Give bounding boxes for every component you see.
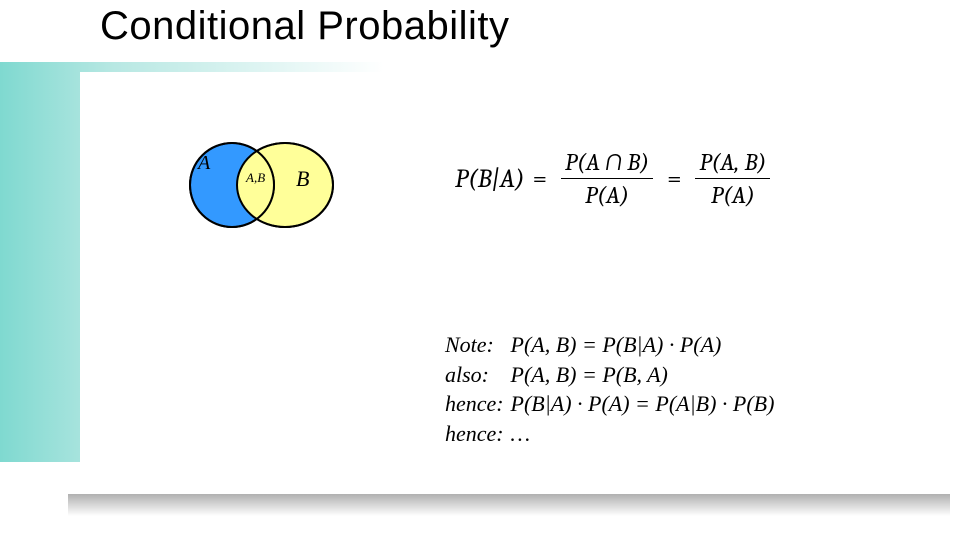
note3-body: P(B|A) · P(A) = P(A|B) · P(B) xyxy=(511,391,775,416)
venn-label-ab: A,B xyxy=(246,170,265,186)
frac1-den: P(A) xyxy=(581,181,633,209)
note4-body: … xyxy=(511,421,531,446)
frac2-den: P(A) xyxy=(707,181,759,209)
formula-eq2: = xyxy=(667,164,681,194)
note2-label: also: xyxy=(445,360,505,390)
note1-body: P(A, B) = P(B|A) · P(A) xyxy=(511,332,722,357)
venn-label-b: B xyxy=(296,166,309,192)
note-line-2: also: P(A, B) = P(B, A) xyxy=(445,360,774,390)
formula-frac1: P(A ∩ B) P(A) xyxy=(561,148,653,209)
notes-block: Note: P(A, B) = P(B|A) · P(A) also: P(A,… xyxy=(445,330,774,449)
page-title: Conditional Probability xyxy=(100,4,510,49)
note-line-1: Note: P(A, B) = P(B|A) · P(A) xyxy=(445,330,774,360)
formula-frac2: P(A, B) P(A) xyxy=(695,148,770,209)
formula-eq1: = xyxy=(533,164,547,194)
bottom-shadow xyxy=(68,494,950,516)
venn-svg xyxy=(170,130,370,250)
note2-body: P(A, B) = P(B, A) xyxy=(511,362,668,387)
note3-label: hence: xyxy=(445,389,505,419)
venn-diagram: A A,B B xyxy=(170,130,370,250)
formula: P(B|A) = P(A ∩ B) P(A) = P(A, B) P(A) xyxy=(455,148,915,209)
frac1-num: P(A ∩ B) xyxy=(561,148,653,176)
note-line-3: hence: P(B|A) · P(A) = P(A|B) · P(B) xyxy=(445,389,774,419)
formula-lhs: P(B|A) xyxy=(455,164,525,194)
venn-label-a: A xyxy=(198,152,210,175)
note4-label: hence: xyxy=(445,419,505,449)
note1-label: Note: xyxy=(445,330,505,360)
frac2-num: P(A, B) xyxy=(695,148,770,176)
frac1-bar xyxy=(561,178,653,179)
note-line-4: hence: … xyxy=(445,419,774,449)
frac2-bar xyxy=(695,178,770,179)
slide: Conditional Probability A A,B B P(B|A) =… xyxy=(0,0,960,540)
